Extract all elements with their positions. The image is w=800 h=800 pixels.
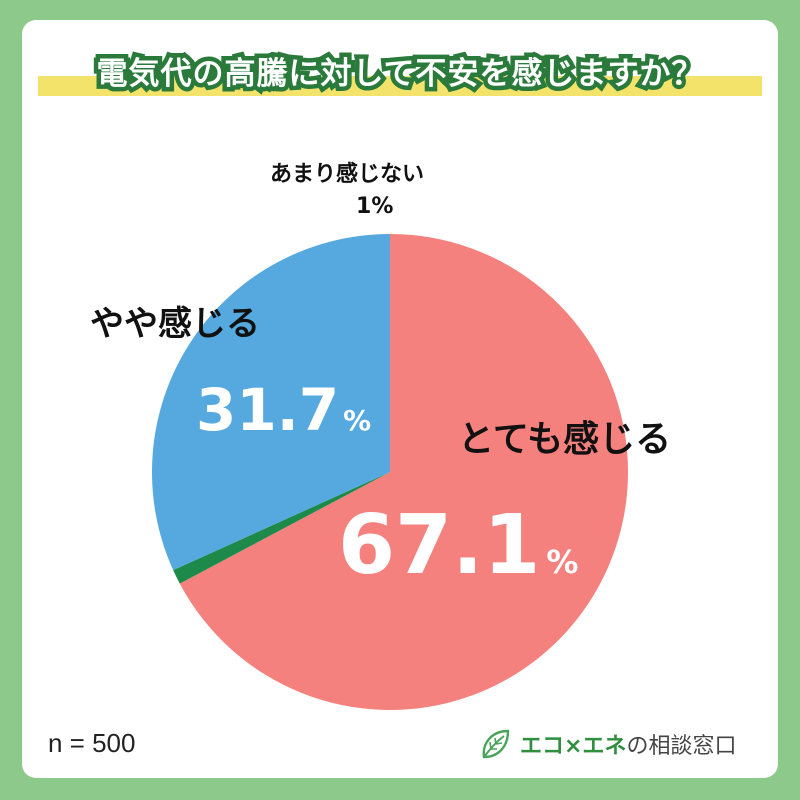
slice-label-somewhat: やや感じる (90, 304, 260, 344)
slice-value-barely: 1% (356, 194, 394, 219)
slice-value-somewhat: 31.7% (196, 376, 372, 444)
slice-label-very: とても感じる (458, 419, 672, 460)
title-banner: 電気代の高騰に対して不安を感じますか？ (38, 52, 762, 97)
chart-title: 電気代の高騰に対して不安を感じますか？ (92, 52, 707, 97)
sample-size: n = 500 (48, 728, 136, 758)
slice-label-barely: あまり感じない (270, 162, 425, 187)
brand-name: エコ×エネの相談窓口 (520, 734, 737, 759)
pie-slice-very (179, 234, 629, 710)
brand-logo: エコ×エネの相談窓口 (478, 726, 736, 762)
leaf-icon (482, 729, 510, 759)
title-highlight (38, 76, 762, 96)
slice-value-very: 67.1% (338, 498, 579, 593)
pie-slice-barely (173, 472, 390, 584)
pie-slice-somewhat (151, 234, 390, 571)
